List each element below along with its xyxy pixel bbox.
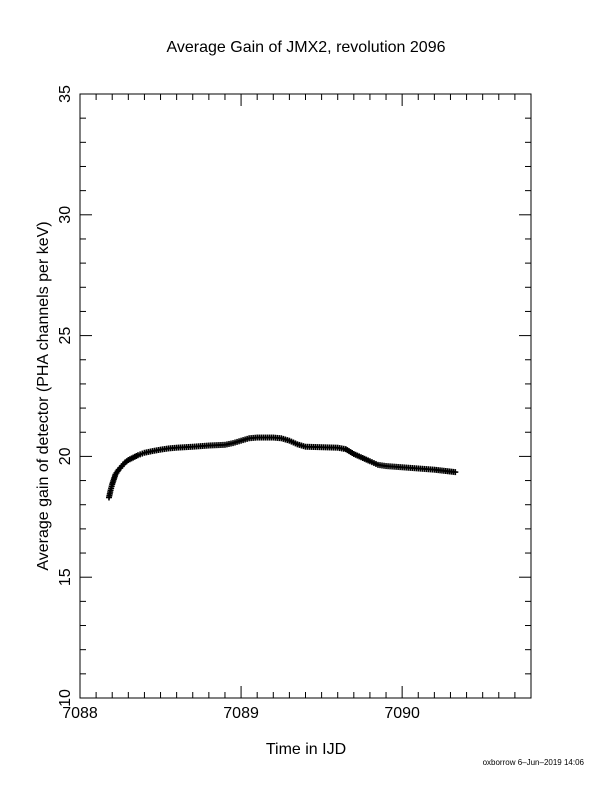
x-tick-label: 7088 bbox=[62, 705, 98, 722]
x-tick-label: 7089 bbox=[223, 705, 259, 722]
chart-title: Average Gain of JMX2, revolution 2096 bbox=[167, 39, 446, 56]
y-axis-label: Average gain of detector (PHA channels p… bbox=[35, 221, 52, 570]
x-axis-label: Time in IJD bbox=[266, 741, 346, 758]
y-tick-label: 15 bbox=[57, 568, 74, 586]
tick-labels: 7088 7089 7090 10 15 20 25 30 35 bbox=[57, 85, 420, 722]
footer-credit: oxborrow 6–Jun–2019 14:06 bbox=[482, 758, 584, 767]
y-tick-label: 35 bbox=[57, 85, 74, 103]
y-tick-label: 20 bbox=[57, 447, 74, 465]
data-point bbox=[452, 469, 459, 476]
x-tick-label: 7090 bbox=[384, 705, 420, 722]
plot-frame bbox=[79, 93, 532, 699]
data-series bbox=[105, 434, 459, 501]
y-tick-label: 30 bbox=[57, 206, 74, 224]
y-tick-label: 25 bbox=[57, 327, 74, 345]
y-tick-label: 10 bbox=[57, 689, 74, 707]
axis-ticks bbox=[79, 93, 532, 699]
